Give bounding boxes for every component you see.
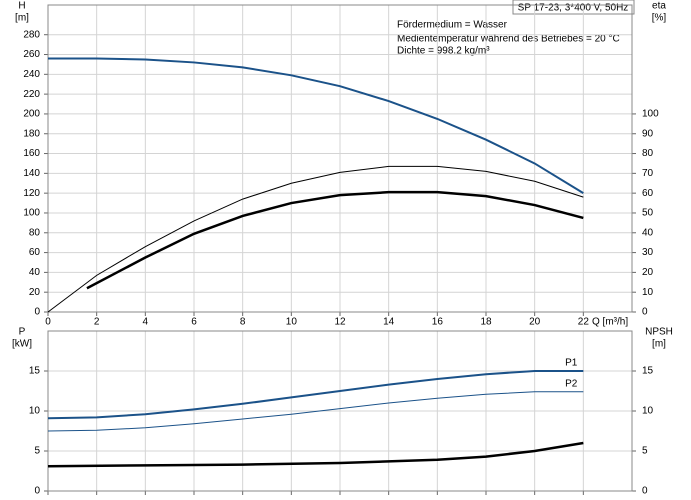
y-tick-label: 40: [29, 267, 41, 278]
y-tick-label: 200: [23, 109, 40, 120]
annotation: Dichte = 998.2 kg/m³: [397, 46, 490, 57]
y-tick-label: 15: [29, 366, 41, 377]
y-tick-label: 220: [23, 89, 40, 100]
y2-tick-label: 0: [642, 486, 648, 497]
y2-tick-label: 80: [642, 148, 654, 159]
y-tick-label: 80: [29, 227, 41, 238]
x-tick-label: 10: [286, 317, 298, 328]
y-tick-label: 100: [23, 208, 40, 219]
series-line: [47, 391, 584, 432]
y-tick-label: 60: [29, 247, 41, 258]
x-tick-label: 4: [143, 317, 149, 328]
x-tick-label: 14: [383, 317, 395, 328]
x-tick-label: 2: [94, 317, 100, 328]
y-tick-label: 260: [23, 49, 40, 60]
annotation: Medientemperatur während des Betriebes =…: [397, 34, 620, 45]
y-tick-label: 180: [23, 128, 40, 139]
y2-tick-label: 20: [642, 267, 654, 278]
series-label: P1: [565, 358, 578, 369]
y-tick-label: 5: [34, 446, 40, 457]
y2-tick-label: 30: [642, 247, 654, 258]
y-tick-label: 120: [23, 188, 40, 199]
y-axis-label: [m]: [15, 13, 29, 24]
x-tick-label: 20: [529, 317, 541, 328]
x-tick-label: 6: [191, 317, 197, 328]
y2-tick-label: 0: [642, 307, 648, 318]
x-tick-label: 12: [334, 317, 346, 328]
annotation: Fördermedium = Wasser: [397, 20, 508, 31]
y2-tick-label: 5: [642, 446, 648, 457]
y2-axis-label: eta: [652, 1, 666, 12]
y2-tick-label: 40: [642, 227, 654, 238]
y-axis-label: P: [19, 327, 26, 338]
x-tick-label: 22: [578, 317, 590, 328]
y-axis-label: H: [18, 1, 25, 12]
series-line: [86, 190, 584, 290]
series-line: [47, 441, 584, 468]
y-tick-label: 0: [34, 486, 40, 497]
y2-axis-label: [%]: [652, 13, 667, 24]
y-axis-label: [kW]: [12, 339, 32, 350]
y-tick-label: 140: [23, 168, 40, 179]
x-axis-label: Q [m³/h]: [592, 317, 628, 328]
series-line: [47, 165, 584, 313]
plot-frame: [47, 4, 633, 313]
series-line: [48, 57, 584, 195]
y2-tick-label: 70: [642, 168, 654, 179]
y2-tick-label: 10: [642, 406, 654, 417]
y2-tick-label: 100: [642, 109, 659, 120]
y-tick-label: 20: [29, 287, 41, 298]
plots: 0 2 4 6 8 10 12 14 16 18 20 22020406080100120140160…: [12, 1, 673, 497]
y-tick-label: 280: [23, 29, 40, 40]
x-tick-label: 16: [432, 317, 444, 328]
x-tick-label: 18: [480, 317, 492, 328]
series-line: [47, 370, 584, 420]
title-box: [512, 0, 635, 15]
y2-tick-label: 60: [642, 188, 654, 199]
series-label: P2: [565, 378, 578, 389]
y2-axis-label: NPSH: [645, 327, 673, 338]
x-tick-label: 0: [45, 317, 51, 328]
y-tick-label: 0: [34, 307, 40, 318]
y2-tick-label: 10: [642, 287, 654, 298]
chart-title: SP 17-23, 3*400 V, 50Hz: [518, 3, 629, 14]
y-tick-label: 160: [23, 148, 40, 159]
y2-tick-label: 15: [642, 366, 654, 377]
x-tick-label: 8: [240, 317, 246, 328]
y2-axis-label: [m]: [652, 339, 666, 350]
y-tick-label: 10: [29, 406, 41, 417]
y2-tick-label: 90: [642, 128, 654, 139]
y2-tick-label: 50: [642, 208, 654, 219]
y-tick-label: 240: [23, 69, 40, 80]
plot-frame: [47, 330, 633, 492]
